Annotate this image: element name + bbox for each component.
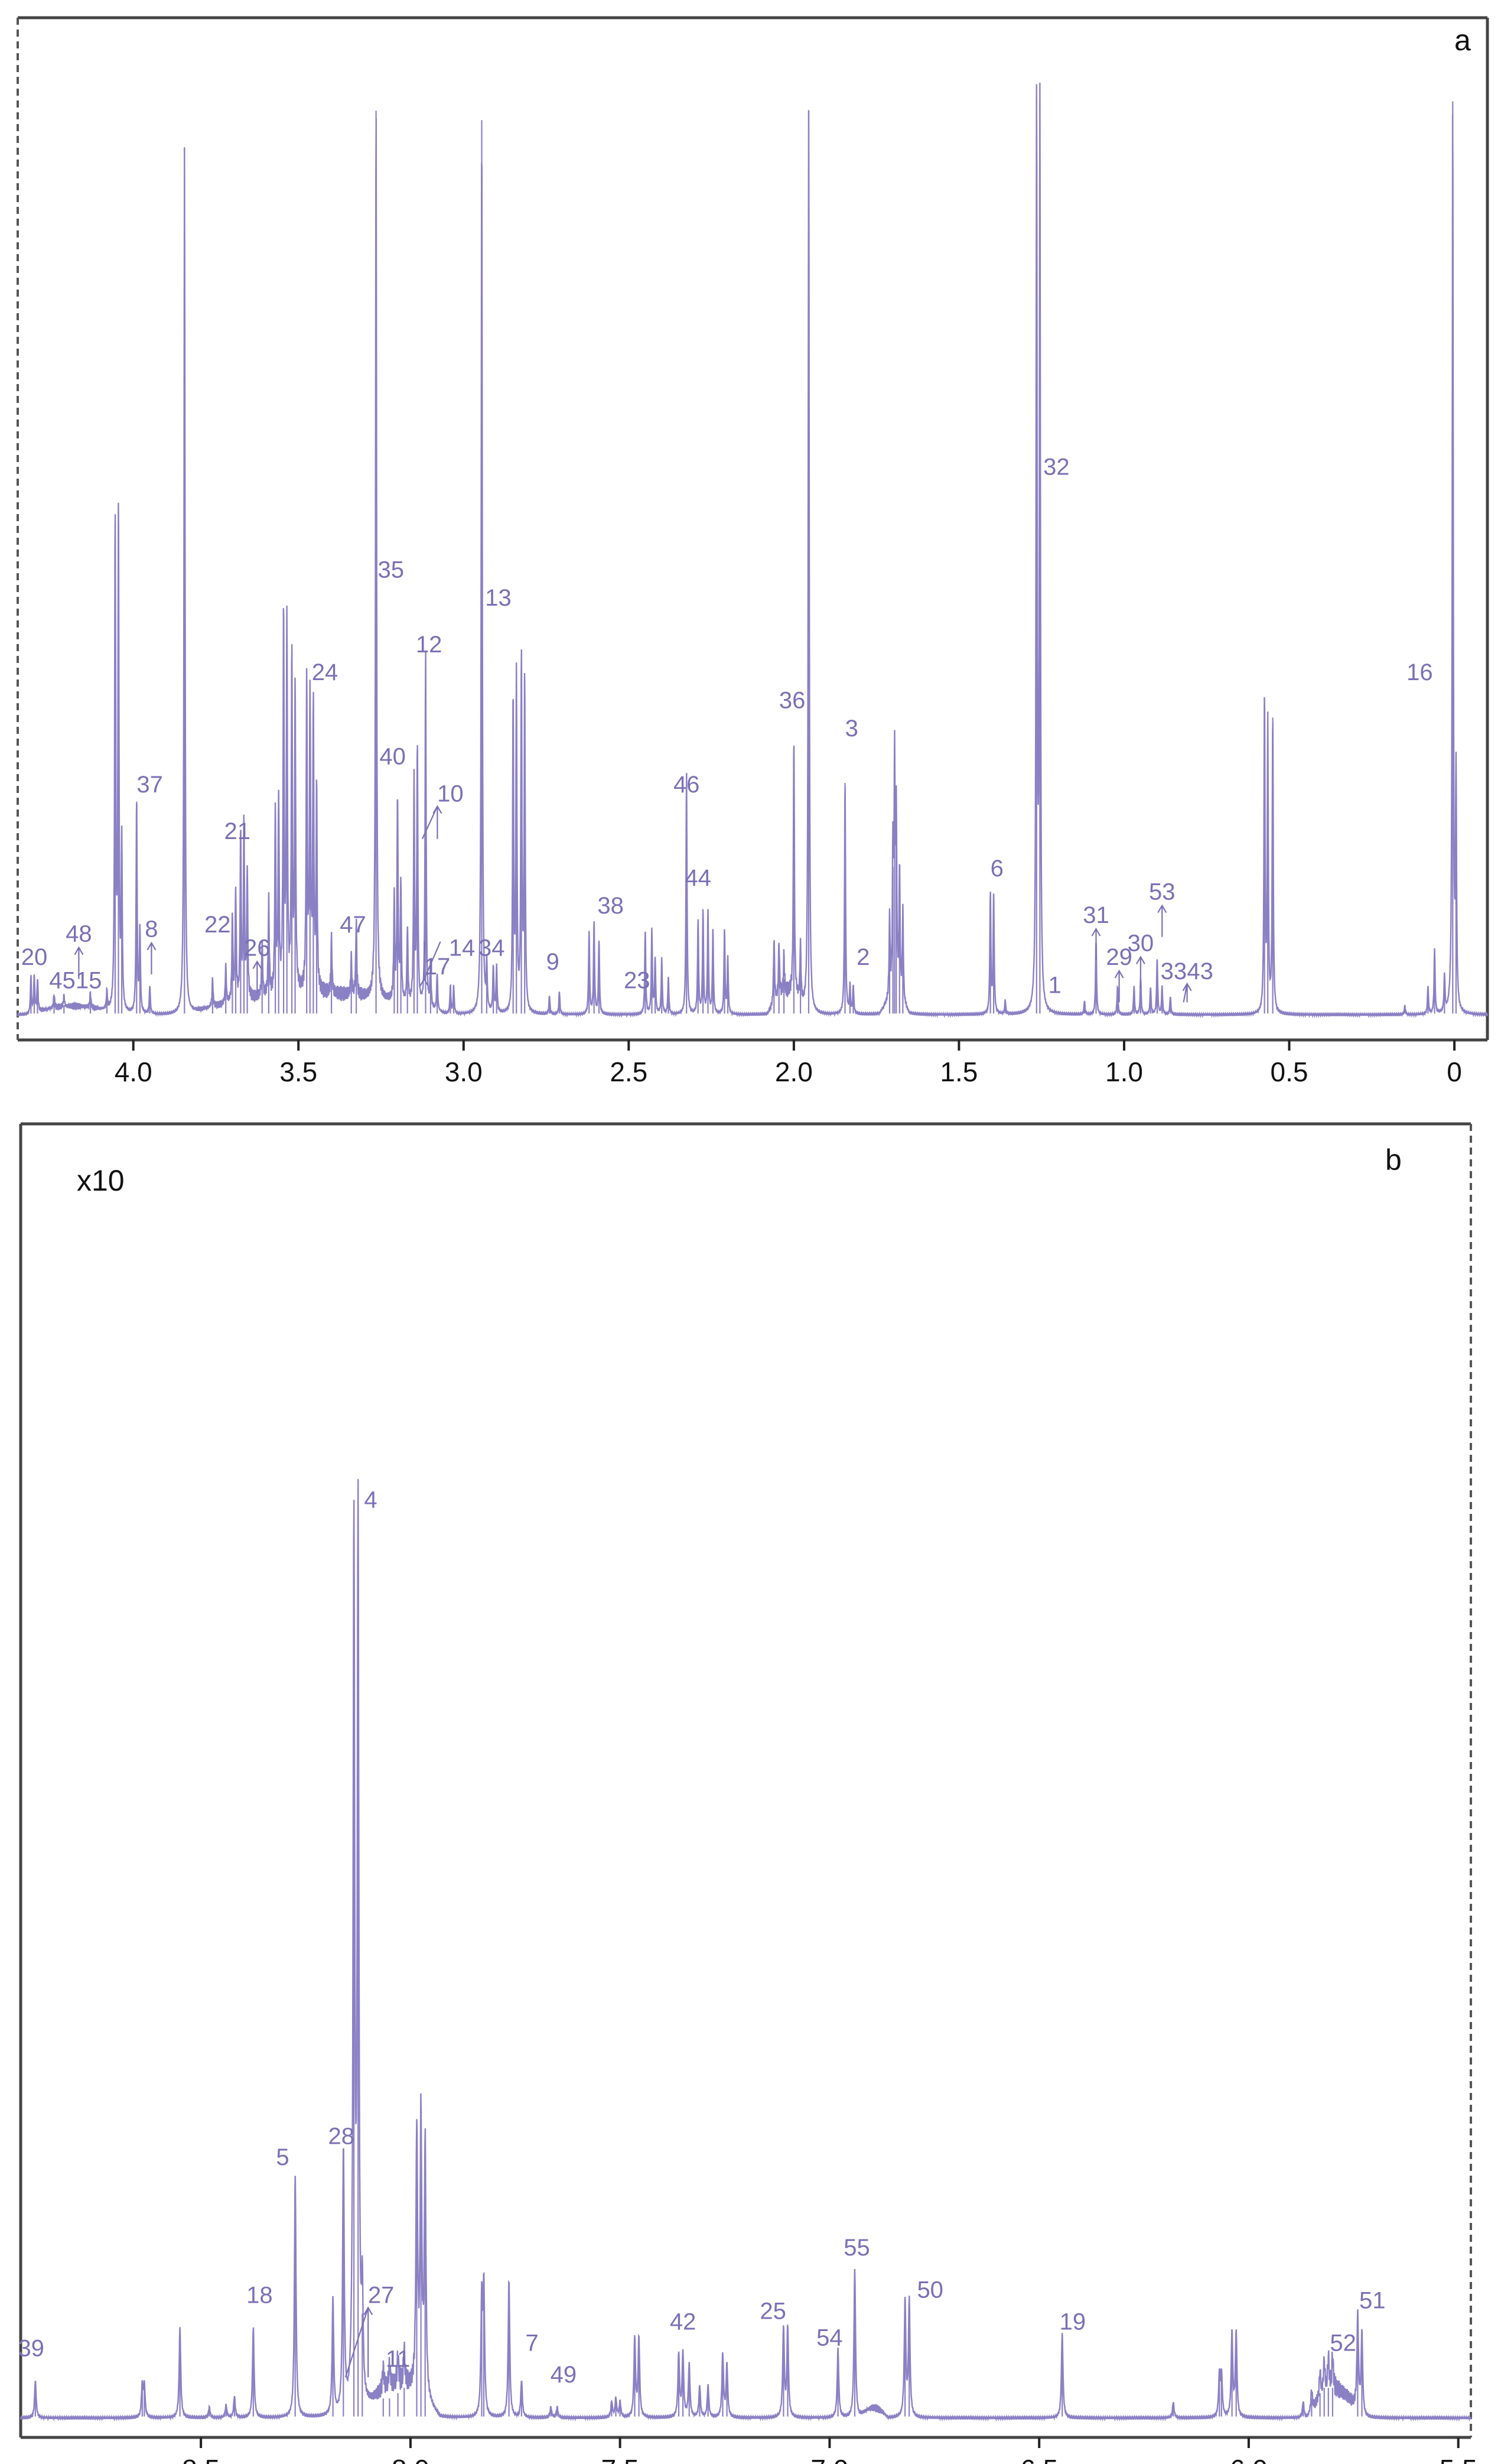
peak-label-42: 42 (670, 2309, 696, 2335)
label-arrow-diag-43 (1183, 983, 1188, 1003)
x-tick-label-a-1: 3.5 (279, 1057, 317, 1087)
peak-label-11: 11 (386, 2346, 411, 2372)
peak-label-9: 9 (546, 949, 559, 975)
peak-label-29: 29 (1106, 944, 1132, 970)
peak-label-3: 3 (845, 716, 858, 742)
peak-label-43: 43 (1187, 958, 1213, 984)
peak-label-21: 21 (224, 818, 251, 844)
panel-b-scale-label: x10 (77, 1164, 125, 1197)
peak-label-17: 17 (424, 954, 451, 980)
peak-label-20: 20 (21, 944, 48, 970)
peak-label-32: 32 (1043, 454, 1070, 480)
label-arrowhead-29 (1114, 969, 1124, 979)
panel-b-letter: b (1385, 1143, 1402, 1176)
x-tick-label-b-4: 6.5 (1020, 2454, 1058, 2464)
x-tick-label-b-2: 7.5 (601, 2454, 639, 2464)
peak-label-37: 37 (136, 772, 163, 798)
panel-a-x-axis: 4.0 3.5 3.0 2.5 2.0 1.5 1.0 0.5 0 (115, 1040, 1462, 1087)
peak-label-53: 53 (1149, 879, 1176, 905)
peak-label-6: 6 (991, 856, 1004, 882)
peak-label-14: 14 (449, 935, 476, 961)
peak-label-40: 40 (379, 743, 406, 769)
spectrum-trace-a (17, 82, 1489, 1019)
peak-label-4: 4 (364, 1487, 377, 1513)
peak-label-38: 38 (597, 893, 624, 919)
x-tick-label-b-5: 6.0 (1230, 2454, 1268, 2464)
peak-label-54: 54 (816, 2325, 843, 2351)
panel-b-x-axis: 8.5 8.0 7.5 7.0 6.5 6.0 5.5 (182, 2437, 1477, 2464)
peak-label-55: 55 (844, 2235, 870, 2261)
peak-label-45: 45 (49, 968, 76, 994)
peak-label-10: 10 (437, 781, 464, 807)
peak-label-25: 25 (760, 2299, 786, 2325)
peak-label-27: 27 (368, 2283, 395, 2309)
peak-label-2: 2 (857, 944, 870, 970)
peak-label-49: 49 (551, 2362, 577, 2388)
peak-label-15: 15 (76, 968, 102, 994)
panel-a-spectrum (17, 82, 1489, 1019)
peak-label-7: 7 (525, 2330, 538, 2356)
peak-label-35: 35 (378, 557, 405, 583)
label-arrowhead-27 (363, 2306, 373, 2316)
peak-label-30: 30 (1128, 930, 1154, 956)
peak-label-39: 39 (18, 2335, 44, 2361)
peak-label-26: 26 (244, 935, 271, 961)
peak-label-46: 46 (673, 772, 700, 798)
x-tick-label-a-4: 2.0 (775, 1057, 813, 1087)
peak-label-52: 52 (1330, 2330, 1356, 2356)
label-arrow-diag-17 (424, 941, 441, 980)
peak-label-47: 47 (340, 912, 366, 938)
peak-label-34: 34 (478, 935, 505, 961)
peak-label-5: 5 (276, 2144, 289, 2170)
x-tick-label-a-8: 0 (1447, 1057, 1462, 1087)
label-arrowhead-17 (419, 977, 429, 987)
x-tick-label-a-0: 4.0 (115, 1057, 152, 1087)
x-tick-label-b-0: 8.5 (182, 2454, 220, 2464)
panel-b-spectrum (19, 1479, 1472, 2422)
peak-label-19: 19 (1060, 2309, 1086, 2335)
x-tick-label-a-6: 1.0 (1105, 1057, 1143, 1087)
peak-label-36: 36 (779, 688, 806, 714)
peak-label-50: 50 (917, 2277, 943, 2303)
peak-label-12: 12 (416, 632, 442, 658)
x-tick-label-b-3: 7.0 (810, 2454, 848, 2464)
peak-label-18: 18 (246, 2283, 273, 2309)
x-tick-label-a-7: 0.5 (1271, 1057, 1308, 1087)
peak-label-48: 48 (66, 921, 92, 947)
x-tick-label-a-5: 1.5 (940, 1057, 978, 1087)
label-arrowhead-31 (1091, 927, 1101, 937)
label-arrowhead-48 (74, 946, 84, 955)
peak-label-28: 28 (328, 2123, 355, 2149)
peak-label-51: 51 (1359, 2288, 1386, 2314)
label-arrowhead-30 (1135, 955, 1145, 964)
peak-label-8: 8 (145, 916, 158, 942)
spectrum-trace-b (19, 1479, 1472, 2422)
peak-label-22: 22 (204, 912, 231, 938)
peak-label-44: 44 (685, 865, 711, 891)
label-arrowhead-26 (252, 960, 262, 969)
x-tick-label-a-2: 3.0 (445, 1057, 483, 1087)
label-arrow-diag-27 (344, 2307, 369, 2378)
peak-label-16: 16 (1406, 659, 1433, 685)
peak-label-1: 1 (1048, 973, 1061, 999)
x-tick-label-b-1: 8.0 (392, 2454, 429, 2464)
peak-label-24: 24 (312, 659, 338, 685)
peak-label-13: 13 (485, 585, 512, 611)
label-arrowhead-10 (432, 805, 442, 814)
label-arrowhead-43 (1182, 982, 1192, 992)
peak-label-23: 23 (624, 968, 650, 994)
x-tick-label-a-3: 2.5 (610, 1057, 647, 1087)
x-tick-label-b-6: 5.5 (1440, 2454, 1477, 2464)
panel-a-letter: a (1454, 24, 1471, 57)
peak-label-31: 31 (1083, 902, 1109, 928)
peak-label-33: 33 (1161, 958, 1187, 984)
label-arrowhead-53 (1157, 904, 1167, 914)
label-arrowhead-8 (146, 941, 157, 951)
